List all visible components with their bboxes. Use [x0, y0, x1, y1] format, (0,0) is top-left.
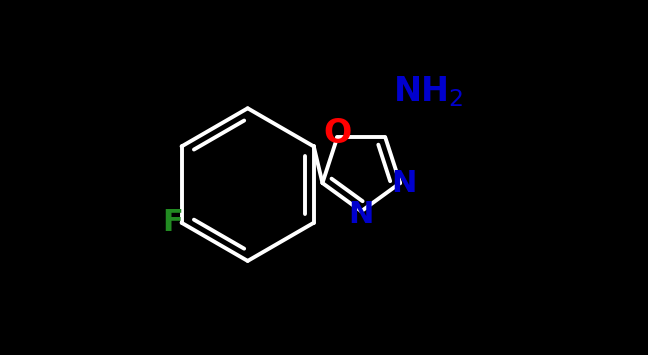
Text: F: F [163, 208, 183, 237]
Text: N: N [349, 200, 374, 229]
Text: NH$_2$: NH$_2$ [393, 74, 463, 109]
Text: O: O [323, 117, 351, 150]
Text: N: N [391, 169, 416, 197]
